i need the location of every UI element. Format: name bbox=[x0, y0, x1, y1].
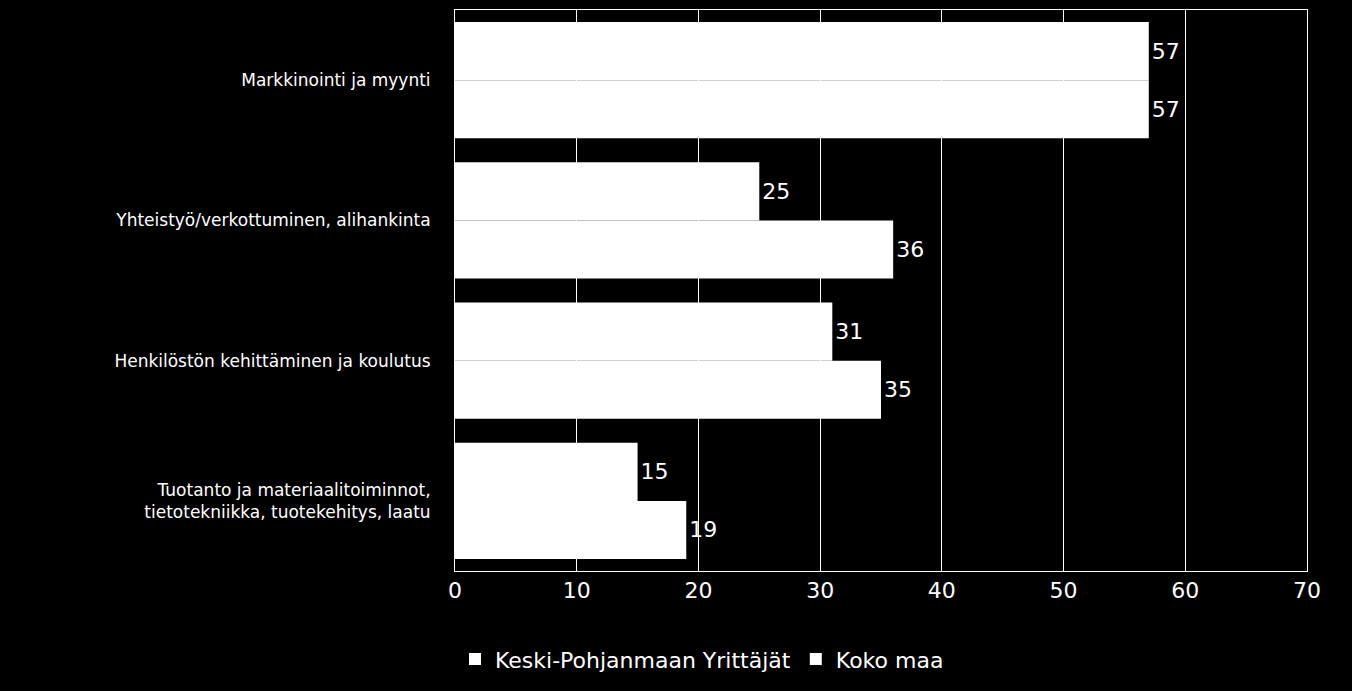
svg-text:10: 10 bbox=[563, 578, 591, 603]
svg-text:Yhteistyö/verkottuminen, aliha: Yhteistyö/verkottuminen, alihankinta bbox=[115, 210, 430, 230]
svg-text:30: 30 bbox=[806, 578, 834, 603]
svg-text:50: 50 bbox=[1050, 578, 1078, 603]
svg-text:Markkinointi ja myynti: Markkinointi ja myynti bbox=[241, 70, 430, 90]
svg-text:0: 0 bbox=[448, 578, 462, 603]
svg-text:15: 15 bbox=[641, 459, 669, 484]
svg-text:19: 19 bbox=[689, 517, 717, 542]
svg-text:20: 20 bbox=[684, 578, 712, 603]
svg-text:70: 70 bbox=[1293, 578, 1321, 603]
svg-text:60: 60 bbox=[1171, 578, 1199, 603]
svg-text:25: 25 bbox=[762, 179, 790, 204]
svg-text:57: 57 bbox=[1152, 97, 1180, 122]
svg-text:40: 40 bbox=[928, 578, 956, 603]
svg-text:31: 31 bbox=[835, 319, 863, 344]
svg-text:Henkilöstön kehittäminen ja ko: Henkilöstön kehittäminen ja koulutus bbox=[114, 351, 430, 371]
svg-text:Koko maa: Koko maa bbox=[836, 648, 944, 673]
svg-text:35: 35 bbox=[884, 377, 912, 402]
svg-text:57: 57 bbox=[1152, 39, 1180, 64]
svg-text:36: 36 bbox=[896, 237, 924, 262]
svg-text:Keski-Pohjanmaan Yrittäjät: Keski-Pohjanmaan Yrittäjät bbox=[495, 648, 791, 673]
svg-text:Tuotanto ja materiaalitoiminno: Tuotanto ja materiaalitoiminnot,tietotek… bbox=[144, 480, 430, 522]
